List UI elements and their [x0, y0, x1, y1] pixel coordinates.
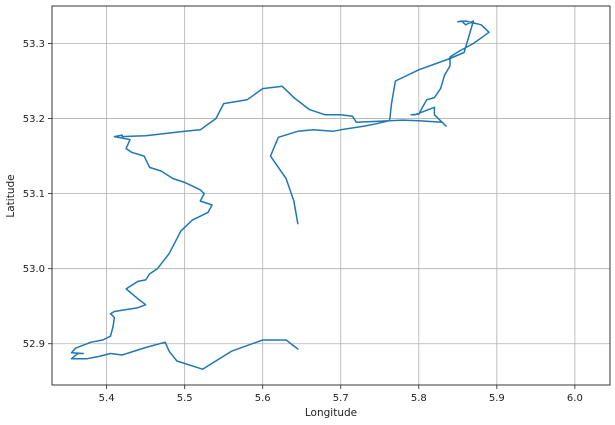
y-tick-label: 53.2	[23, 114, 45, 125]
x-tick-label: 6.0	[567, 393, 583, 404]
x-tick-label: 5.5	[177, 393, 193, 404]
x-axis-label: Longitude	[305, 407, 357, 419]
y-tick-label: 53.1	[23, 189, 45, 200]
x-tick-label: 5.4	[99, 393, 115, 404]
y-tick-label: 52.9	[23, 339, 45, 350]
x-tick-label: 5.7	[333, 393, 349, 404]
y-axis-label: Latitude	[5, 174, 17, 217]
x-tick-label: 5.8	[411, 393, 427, 404]
series-line-route	[70, 20, 490, 370]
x-axis: 5.4 5.5 5.6 5.7 5.8 5.9 6.0	[99, 385, 583, 404]
x-tick-label: 5.9	[489, 393, 505, 404]
x-tick-label: 5.6	[255, 393, 271, 404]
grid-layer	[52, 6, 610, 385]
y-tick-label: 53.3	[23, 39, 45, 50]
y-axis: 52.9 53.0 53.1 53.2 53.3	[23, 39, 52, 350]
plot-frame	[51, 5, 611, 386]
y-tick-label: 53.0	[23, 264, 45, 275]
data-layer	[70, 20, 490, 370]
